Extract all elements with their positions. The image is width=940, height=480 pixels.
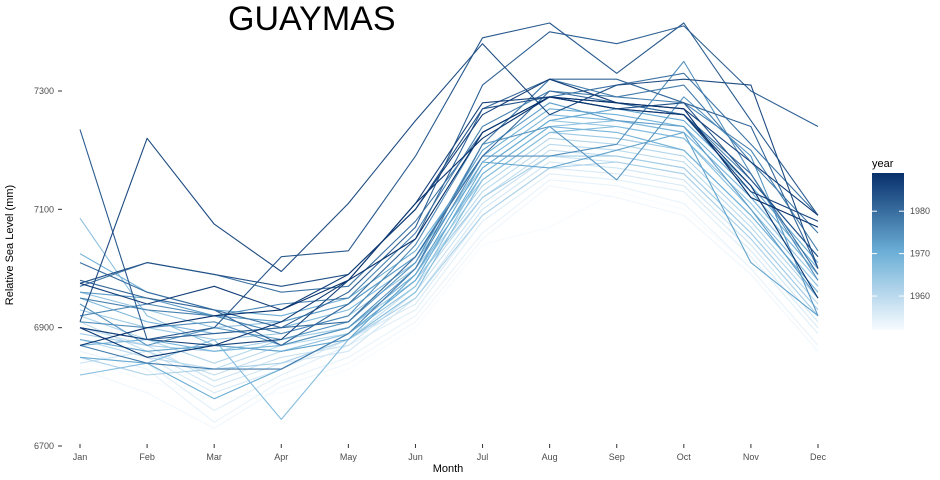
x-tick-label: Mar (206, 452, 222, 462)
colorbar-legend: year 1960 1970 1980 (872, 158, 930, 330)
y-tick-label: 6700 (34, 441, 54, 451)
legend-ticks: 1960 1970 1980 (872, 206, 930, 301)
x-tick-label: May (340, 452, 358, 462)
series-line-1957 (79, 161, 819, 388)
x-tick-label: Jan (73, 452, 88, 462)
series-line-1981 (79, 78, 819, 346)
series-line-1954 (79, 179, 819, 423)
series-line-1956 (79, 167, 819, 394)
x-tick-label: Sep (609, 452, 625, 462)
series-line-1987 (79, 78, 819, 311)
legend-tick-label: 1980 (910, 206, 930, 216)
series-line-1982 (79, 25, 819, 341)
x-axis-title: Month (433, 463, 464, 475)
legend-title: year (872, 158, 894, 170)
series-line-1976 (79, 96, 819, 335)
series-line-1967 (79, 125, 819, 420)
series-line-1977 (79, 90, 819, 317)
colorbar (872, 173, 904, 330)
series-line-1989 (79, 96, 819, 346)
y-tick-label: 7300 (34, 86, 54, 96)
y-axis: 6700 6900 7100 7300 (34, 86, 62, 451)
chart-title: GUAYMAS (228, 0, 396, 38)
series-line-1953 (79, 185, 819, 429)
legend-tick-label: 1970 (910, 249, 930, 259)
x-tick-label: Jun (408, 452, 423, 462)
series-line-1988 (79, 96, 819, 358)
y-tick-label: 6900 (34, 323, 54, 333)
legend-tick-label: 1960 (910, 291, 930, 301)
series-line-1959 (79, 149, 819, 376)
y-axis-title: Relative Sea Level (mm) (4, 185, 16, 305)
x-tick-label: Apr (274, 452, 288, 462)
series-line-1971 (79, 108, 819, 400)
series-line-1972 (79, 131, 819, 352)
series-line-1986 (79, 96, 819, 346)
y-tick-label: 7100 (34, 204, 54, 214)
series-line-1962 (79, 161, 819, 376)
series-lines (79, 22, 819, 429)
x-tick-label: Aug (542, 452, 558, 462)
x-tick-label: Dec (810, 452, 827, 462)
series-line-1974 (79, 96, 819, 346)
x-tick-label: Nov (743, 452, 760, 462)
series-line-1955 (79, 173, 819, 412)
series-line-1952 (79, 191, 819, 400)
x-tick-label: Feb (139, 452, 155, 462)
x-tick-label: Oct (677, 452, 692, 462)
series-line-1980 (79, 90, 819, 329)
x-axis: Jan Feb Mar Apr May Jun Jul Aug Sep Oct Nov Dec (73, 444, 827, 462)
series-line-1984 (79, 96, 819, 287)
series-line-1963 (79, 155, 819, 352)
series-line-1983 (79, 22, 819, 341)
x-tick-label: Jul (477, 452, 489, 462)
series-line-1985 (79, 43, 819, 322)
